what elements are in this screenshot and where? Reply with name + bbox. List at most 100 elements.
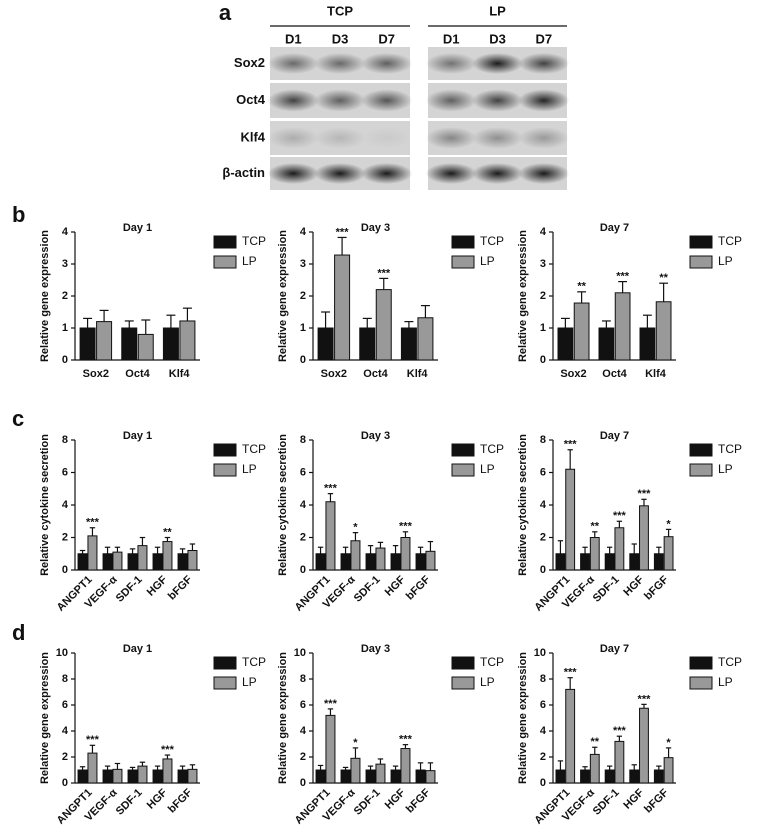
bar [315,553,326,571]
bar [127,553,138,571]
y-tick-label: 2 [540,751,546,763]
significance: *** [616,271,630,283]
bar [325,714,336,784]
bar [350,540,361,571]
legend-swatch [689,463,713,477]
blot-band [518,162,570,185]
significance: *** [324,698,338,710]
bar [162,327,179,361]
blot-band [361,162,413,185]
blot-row-label: Sox2 [234,55,265,70]
bar [663,757,674,784]
y-tick-label: 8 [300,434,306,446]
bar [112,551,123,571]
bar [425,770,436,784]
legend-label: LP [718,675,733,689]
blot-group-label: TCP [327,3,353,18]
y-tick-label: 4 [540,499,547,511]
y-tick-label: 4 [300,226,307,238]
bar [400,537,411,571]
bar [580,553,590,571]
blot-band [361,127,413,149]
legend-label: TCP [480,442,504,456]
legend-label: LP [242,675,257,689]
legend-label: TCP [242,234,266,248]
legend-swatch [451,656,475,670]
y-axis-label: Relative gene expression [517,230,529,362]
blot-band [361,89,413,112]
blot-group-label: LP [489,3,506,18]
bar [340,553,351,571]
bar [317,327,334,361]
y-tick-label: 0 [300,564,306,576]
legend-swatch [689,676,713,690]
y-tick-label: 0 [300,354,306,366]
legend-swatch [213,656,237,670]
y-tick-label: 2 [540,531,546,543]
bar [415,769,426,784]
significance: * [666,518,671,530]
y-tick-label: 8 [540,434,546,446]
legend-label: LP [480,675,495,689]
bar [87,752,98,784]
bar [653,553,664,571]
y-tick-label: 2 [300,290,306,302]
y-tick-label: 8 [540,673,546,685]
bar [77,553,88,571]
legend-swatch [213,255,237,269]
significance: ** [590,521,599,533]
y-tick-label: 6 [62,466,68,478]
bar [177,553,188,571]
y-axis-label: Relative cytokine secretion [39,434,51,576]
bar [589,753,600,784]
blot-lane-label: D1 [443,31,460,46]
blot-band [267,52,320,75]
blot-band [314,127,366,149]
y-axis-label: Relative gene expression [277,230,289,362]
blot-band [518,89,570,112]
bar [604,553,615,571]
y-tick-label: 3 [62,258,68,270]
legend-label: LP [718,462,733,476]
legend-swatch [451,255,475,269]
x-tick-label: SDF-1 [352,787,383,818]
y-tick-label: 6 [300,466,306,478]
y-tick-label: 4 [540,725,547,737]
significance: *** [613,510,627,522]
y-tick-label: 2 [62,751,68,763]
x-tick-label: SDF-1 [114,574,145,605]
y-tick-label: 1 [62,322,68,334]
legend-label: TCP [718,234,742,248]
y-tick-label: 0 [540,564,546,576]
y-tick-label: 4 [62,725,69,737]
significance: *** [638,488,652,500]
y-tick-label: 1 [300,322,306,334]
blot-band [518,52,570,75]
bar [162,758,173,784]
bar [127,769,138,784]
bar [137,545,148,571]
bar [152,769,163,784]
legend-label: TCP [480,655,504,669]
significance: *** [86,517,100,529]
bar [639,707,649,784]
blot-lane-label: D7 [378,31,395,46]
legend-swatch [689,235,713,249]
legend-swatch [451,235,475,249]
legend-label: LP [718,254,733,268]
bar [425,550,436,571]
chart-title: Day 7 [600,222,629,234]
y-tick-label: 0 [62,354,68,366]
legend-label: LP [242,462,257,476]
y-tick-label: 2 [62,290,68,302]
y-tick-label: 1 [540,322,546,334]
legend-label: LP [242,254,257,268]
blot-band [314,162,366,185]
legend-label: TCP [480,234,504,248]
chart-title: Day 1 [123,222,152,234]
significance: ** [659,272,668,284]
significance: *** [399,521,413,533]
blot-band [425,52,477,75]
bar [375,289,392,361]
